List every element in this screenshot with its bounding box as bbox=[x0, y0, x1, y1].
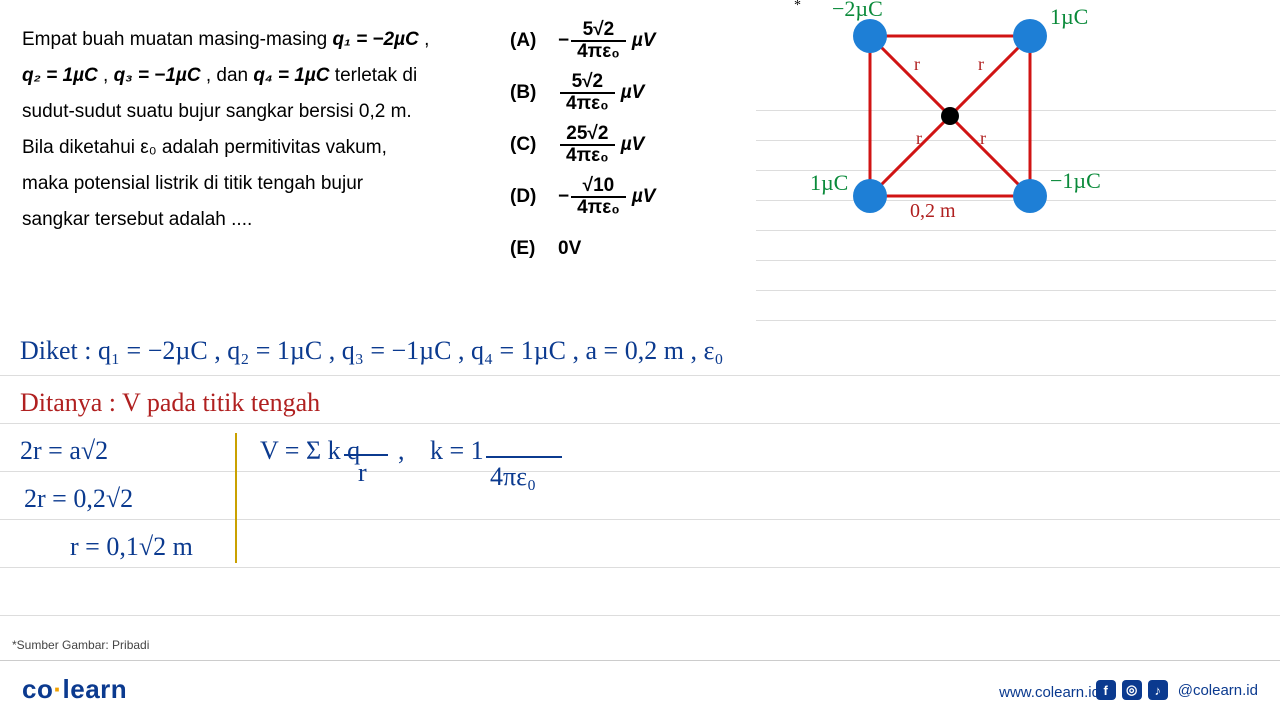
square-diagram: * −2µC 1µC 1µC −1µC r r r r 0,2 m bbox=[800, 10, 1100, 230]
l3: sudut-sudut suatu bujur sangkar bersisi … bbox=[22, 101, 412, 122]
site-url[interactable]: www.colearn.id bbox=[999, 684, 1100, 701]
logo-a: co bbox=[22, 674, 53, 704]
divider-vertical bbox=[235, 433, 237, 563]
hand-comma: , bbox=[398, 436, 405, 466]
choice-e: (E) 0V bbox=[510, 226, 655, 272]
choice-a: (A) − 5√2 4πε₀ µV bbox=[510, 18, 655, 64]
label-r4: r bbox=[980, 128, 986, 149]
logo-b: learn bbox=[63, 674, 128, 704]
choice-a-num: 5√2 bbox=[571, 20, 626, 42]
choice-b-frac: 5√2 4πε₀ bbox=[560, 72, 615, 114]
hand-left2: 2r = 0,2√2 bbox=[24, 484, 133, 514]
hand-v-den: r bbox=[358, 458, 367, 488]
choice-d-frac: √10 4πε₀ bbox=[571, 176, 626, 218]
footer-rule bbox=[0, 660, 1280, 661]
choice-d-unit: µV bbox=[632, 186, 656, 208]
choice-a-sign: − bbox=[558, 30, 569, 52]
label-q2: 1µC bbox=[1050, 4, 1088, 30]
choice-a-frac: 5√2 4πε₀ bbox=[571, 20, 626, 62]
instagram-icon[interactable]: ◎ bbox=[1122, 680, 1142, 700]
choice-c-unit: µV bbox=[621, 134, 645, 156]
choice-b-label: (B) bbox=[510, 82, 558, 104]
facebook-icon[interactable]: f bbox=[1096, 680, 1116, 700]
choice-d: (D) − √10 4πε₀ µV bbox=[510, 174, 655, 220]
choice-d-label: (D) bbox=[510, 186, 558, 208]
social-row: f ◎ ♪ @colearn.id bbox=[1096, 680, 1258, 700]
choice-c-den: 4πε₀ bbox=[560, 146, 615, 166]
hand-left1: 2r = a√2 bbox=[20, 436, 108, 466]
l6: sangkar tersebut adalah .... bbox=[22, 209, 252, 230]
choice-c-num: 25√2 bbox=[560, 124, 615, 146]
hand-k-den: 4πε₀ bbox=[490, 462, 536, 492]
s2: , bbox=[103, 65, 114, 86]
q2: q₂ = 1µC bbox=[22, 65, 98, 86]
ruled-lines-body bbox=[0, 328, 1280, 616]
l4: Bila diketahui ε₀ adalah permitivitas va… bbox=[22, 137, 387, 158]
tiktok-icon[interactable]: ♪ bbox=[1148, 680, 1168, 700]
choice-c: (C) 25√2 4πε₀ µV bbox=[510, 122, 655, 168]
choice-b-den: 4πε₀ bbox=[560, 94, 615, 114]
choice-a-label: (A) bbox=[510, 30, 558, 52]
choice-e-text: 0V bbox=[558, 238, 581, 260]
image-footnote: *Sumber Gambar: Pribadi bbox=[12, 638, 149, 652]
choice-e-label: (E) bbox=[510, 238, 558, 260]
choice-d-num: √10 bbox=[571, 176, 626, 198]
logo-dot: · bbox=[53, 674, 62, 704]
social-handle: @colearn.id bbox=[1178, 682, 1258, 699]
hand-ditanya: Ditanya : V pada titik tengah bbox=[20, 388, 320, 418]
hand-v-formula: V = Σ k q r bbox=[260, 436, 360, 466]
l5: maka potensial listrik di titik tengah b… bbox=[22, 173, 363, 194]
diagram-star: * bbox=[794, 0, 801, 14]
label-q1: −2µC bbox=[832, 0, 883, 22]
label-r3: r bbox=[916, 128, 922, 149]
hand-v-num: V = Σ k q bbox=[260, 436, 360, 465]
q1: q₁ = −2µC bbox=[333, 29, 419, 50]
choice-b-unit: µV bbox=[621, 82, 645, 104]
choice-b: (B) 5√2 4πε₀ µV bbox=[510, 70, 655, 116]
choice-b-num: 5√2 bbox=[560, 72, 615, 94]
diagram-svg bbox=[800, 10, 1100, 230]
l2b: terletak di bbox=[335, 65, 417, 86]
choice-c-label: (C) bbox=[510, 134, 558, 156]
hand-left3: r = 0,1√2 m bbox=[70, 532, 193, 562]
choice-d-den: 4πε₀ bbox=[571, 198, 626, 218]
colearn-logo: co·learn bbox=[22, 674, 127, 705]
q3: q₃ = −1µC bbox=[114, 65, 201, 86]
q4: q₄ = 1µC bbox=[253, 65, 329, 86]
s3: , dan bbox=[206, 65, 254, 86]
hand-k-num: k = 1 bbox=[430, 436, 484, 465]
label-r2: r bbox=[978, 54, 984, 75]
c1: , bbox=[424, 29, 429, 50]
label-q4: −1µC bbox=[1050, 168, 1101, 194]
answer-choices: (A) − 5√2 4πε₀ µV (B) 5√2 4πε₀ µV (C) 25… bbox=[510, 18, 655, 278]
choice-c-frac: 25√2 4πε₀ bbox=[560, 124, 615, 166]
choice-d-sign: − bbox=[558, 186, 569, 208]
choice-a-unit: µV bbox=[632, 30, 656, 52]
hand-diket: Diket : q₁ = −2µC , q₂ = 1µC , q₃ = −1µC… bbox=[20, 336, 723, 366]
label-q3: 1µC bbox=[810, 170, 848, 196]
label-side: 0,2 m bbox=[910, 200, 956, 223]
problem-text: Empat buah muatan masing-masing q₁ = −2µ… bbox=[22, 22, 492, 239]
choice-a-den: 4πε₀ bbox=[571, 42, 626, 62]
hand-k-formula: k = 1 4πε₀ bbox=[430, 436, 484, 466]
problem-line1a: Empat buah muatan masing-masing bbox=[22, 29, 333, 50]
label-r1: r bbox=[914, 54, 920, 75]
